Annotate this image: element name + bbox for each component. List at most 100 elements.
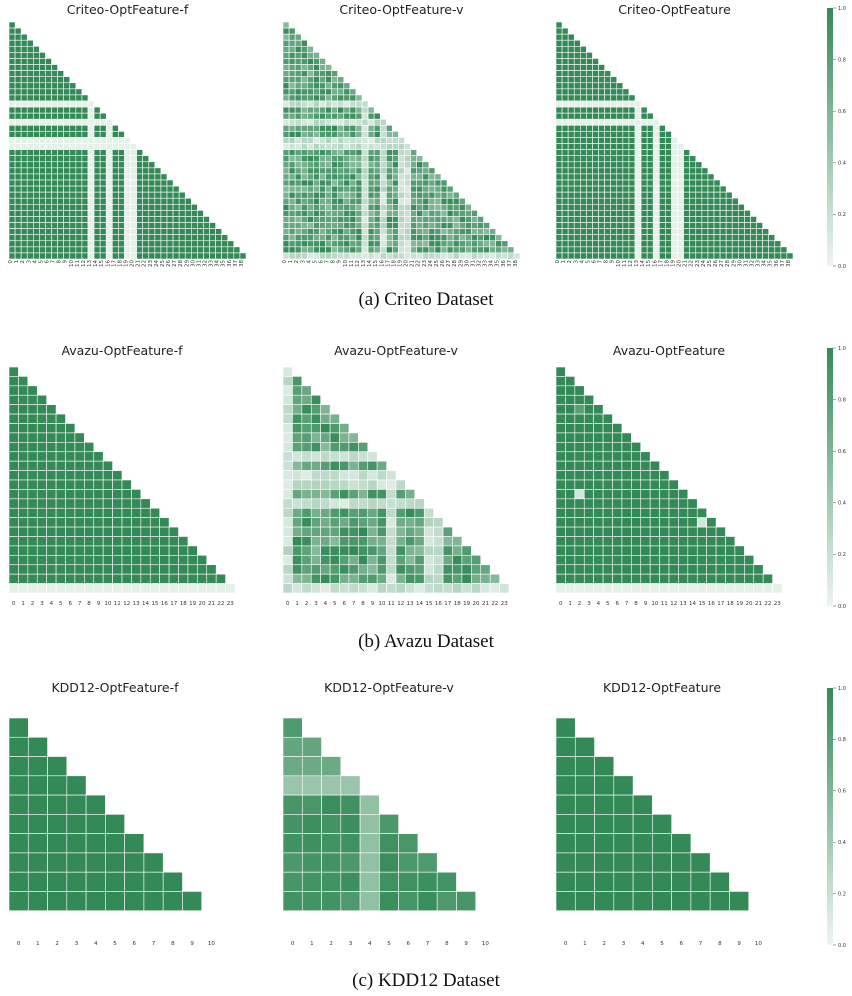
heatmap-cell	[319, 149, 326, 156]
heatmap-cell	[610, 88, 618, 96]
heatmap-cell	[148, 216, 156, 223]
heatmap-cell	[85, 794, 106, 815]
heatmap-cell	[725, 204, 733, 211]
heatmap-cell	[561, 149, 569, 156]
heatmap-cell	[337, 173, 345, 181]
heatmap-cell	[26, 210, 34, 217]
heatmap-cell	[555, 246, 563, 254]
heatmap-cell	[373, 197, 381, 205]
heatmap-cell	[622, 240, 630, 248]
heatmap-cell	[184, 246, 192, 254]
x-tick-label: 38	[786, 260, 792, 267]
heatmap-cell	[121, 573, 132, 584]
heatmap-cell	[604, 143, 611, 150]
heatmap-cell	[221, 234, 229, 242]
heatmap-cell	[671, 246, 678, 254]
heatmap-cell	[756, 222, 763, 229]
heatmap-cell	[51, 149, 58, 156]
heatmap-cell	[112, 137, 119, 144]
heatmap-cell	[373, 222, 381, 229]
x-tick-label: 0	[282, 260, 288, 264]
heatmap-cell	[586, 228, 593, 235]
heatmap-cell	[713, 246, 721, 254]
heatmap-cell	[320, 536, 331, 547]
heatmap-cell	[604, 88, 611, 96]
heatmap-cell	[652, 179, 660, 187]
heatmap-cell	[367, 460, 378, 471]
heatmap-cell	[683, 210, 690, 217]
heatmap-cell	[555, 88, 563, 96]
x-tick-label: 11	[114, 601, 121, 607]
heatmap-cell	[282, 222, 290, 229]
heatmap-cell	[46, 442, 57, 453]
heatmap-cell	[555, 94, 563, 102]
heatmap-cell	[121, 507, 132, 518]
heatmap-cell	[307, 155, 314, 163]
heatmap-cell	[580, 228, 587, 235]
heatmap-cell	[14, 179, 22, 187]
heatmap-cell	[239, 252, 247, 260]
heatmap-cell	[112, 173, 119, 181]
heatmap-cell	[325, 234, 332, 242]
heatmap-cell	[307, 216, 314, 223]
heatmap-cell	[69, 106, 77, 114]
heatmap-cell	[592, 64, 599, 71]
heatmap-cell	[121, 545, 132, 556]
heatmap-cell	[124, 852, 145, 873]
heatmap-cell	[320, 423, 331, 434]
heatmap-cell	[631, 564, 642, 575]
heatmap-cell	[659, 167, 666, 175]
x-tick-label: 16	[379, 260, 385, 267]
heatmap-cell	[452, 555, 463, 566]
heatmap-cell	[136, 210, 143, 217]
heatmap-cell	[355, 246, 363, 254]
heatmap-cell	[616, 125, 624, 132]
heatmap-cell	[565, 573, 576, 584]
heatmap-cell	[574, 736, 595, 757]
heatmap-cell	[282, 112, 290, 120]
heatmap-cell	[325, 173, 332, 181]
heatmap-cell	[121, 536, 132, 547]
heatmap-cell	[567, 155, 575, 163]
heatmap-cell	[586, 52, 593, 59]
heatmap-cell	[191, 234, 198, 242]
heatmap-cell	[628, 204, 636, 211]
heatmap-cell	[555, 394, 566, 405]
heatmap-cell	[33, 197, 40, 205]
heatmap-cell	[367, 161, 375, 169]
heatmap-cell	[695, 234, 703, 242]
heatmap-cell	[696, 583, 707, 594]
heatmap-cell	[320, 564, 331, 575]
heatmap-cell	[57, 100, 64, 108]
heatmap-cell	[63, 246, 71, 254]
heatmap-cell	[51, 106, 58, 114]
heatmap-cell	[640, 197, 648, 205]
heatmap-cell	[668, 498, 679, 509]
heatmap-cell	[8, 191, 16, 199]
heatmap-cell	[93, 252, 101, 260]
heatmap-cell	[359, 852, 380, 873]
heatmap-cell	[288, 222, 296, 229]
heatmap-cell	[683, 222, 690, 229]
heatmap-cell	[604, 222, 611, 229]
heatmap-cell	[300, 167, 308, 175]
heatmap-cell	[750, 240, 757, 248]
heatmap-cell	[386, 240, 393, 248]
heatmap-cell	[149, 507, 160, 518]
heatmap-cell	[640, 161, 648, 169]
heatmap-cell	[640, 451, 651, 462]
heatmap-cell	[677, 185, 684, 193]
heatmap-cell	[555, 376, 566, 387]
heatmap-cell	[93, 228, 101, 235]
heatmap-cell	[112, 573, 123, 584]
heatmap-cell	[376, 479, 387, 490]
heatmap-cell	[310, 451, 321, 462]
heatmap-cell	[349, 143, 357, 150]
heatmap-cell	[148, 234, 156, 242]
x-tick-label: 1	[583, 941, 587, 947]
heatmap-cell	[367, 118, 375, 126]
heatmap-cell	[358, 498, 369, 509]
heatmap-cell	[57, 143, 64, 150]
heatmap-cell	[593, 479, 604, 490]
